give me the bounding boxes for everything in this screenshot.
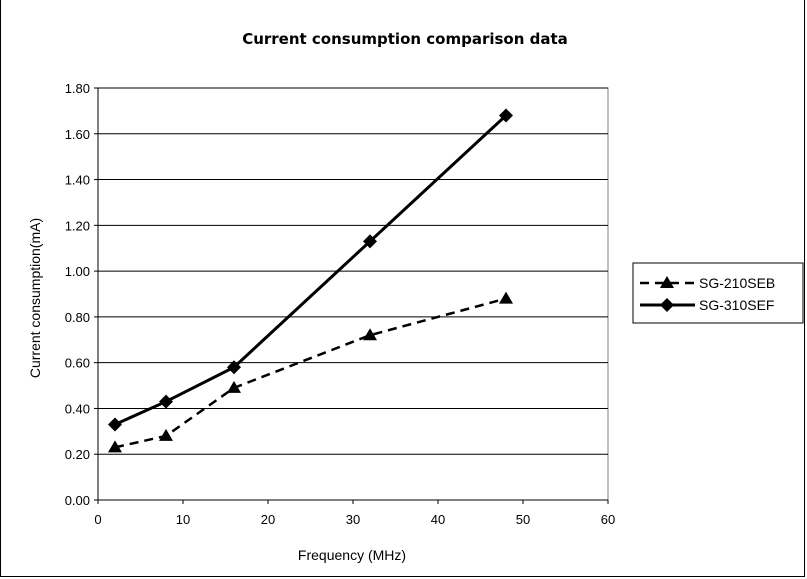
- series-sg-310sef: [108, 108, 513, 432]
- x-tick-label: 30: [346, 512, 360, 527]
- y-tick-label: 0.60: [65, 356, 90, 371]
- legend: SG-210SEB SG-310SEF: [632, 262, 804, 324]
- data-point: [363, 328, 377, 341]
- data-point: [227, 380, 241, 393]
- data-point: [108, 417, 122, 432]
- data-point: [499, 108, 513, 123]
- legend-marker: [660, 298, 674, 312]
- y-tick-label: 1.60: [65, 127, 90, 142]
- plot-background: [97, 87, 609, 501]
- y-tick-label: 0.40: [65, 401, 90, 416]
- x-tick-label: 10: [176, 512, 190, 527]
- data-point: [227, 360, 241, 375]
- y-tick-label: 1.20: [65, 218, 90, 233]
- y-tick-label: 0.80: [65, 310, 90, 325]
- legend-item: SG-310SEF: [640, 297, 774, 313]
- data-point: [363, 234, 377, 249]
- legend-label: SG-210SEB: [699, 275, 775, 291]
- legend-box: [632, 262, 804, 324]
- y-axis-ticks: 0.00 0.20 0.40 0.60 0.80 1.00 1.20 1.40 1.60 1.80: [65, 81, 98, 508]
- series-sg-210seb: [108, 291, 513, 453]
- legend-item: SG-210SEB: [640, 275, 775, 291]
- gridlines: [98, 87, 608, 455]
- data-point: [499, 291, 513, 304]
- legend-label: SG-310SEF: [699, 297, 774, 313]
- y-tick-label: 0.20: [65, 447, 90, 462]
- x-tick-label: 60: [601, 512, 615, 527]
- data-point: [159, 394, 173, 409]
- x-tick-label: 40: [431, 512, 445, 527]
- chart-title: Current consumption comparison data: [242, 30, 568, 48]
- data-point: [159, 428, 173, 441]
- y-axis-title: Current consumption(mA): [27, 218, 43, 378]
- x-tick-label: 50: [516, 512, 530, 527]
- x-tick-label: 0: [94, 512, 101, 527]
- y-tick-label: 1.40: [65, 173, 90, 188]
- y-tick-label: 1.00: [65, 264, 90, 279]
- series-layer: [108, 108, 513, 453]
- plot-area: 0.00 0.20 0.40 0.60 0.80 1.00 1.20 1.40 1.60 1.80…: [65, 81, 616, 527]
- data-point: [108, 440, 122, 453]
- x-axis-title: Frequency (MHz): [298, 547, 406, 563]
- x-axis-ticks: 0 10 20 30 40 50 60: [94, 500, 615, 527]
- y-tick-label: 1.80: [65, 81, 90, 96]
- legend-items: SG-210SEB SG-310SEF: [640, 275, 775, 313]
- legend-marker: [660, 276, 674, 288]
- x-tick-label: 20: [261, 512, 275, 527]
- y-tick-label: 0.00: [65, 493, 90, 508]
